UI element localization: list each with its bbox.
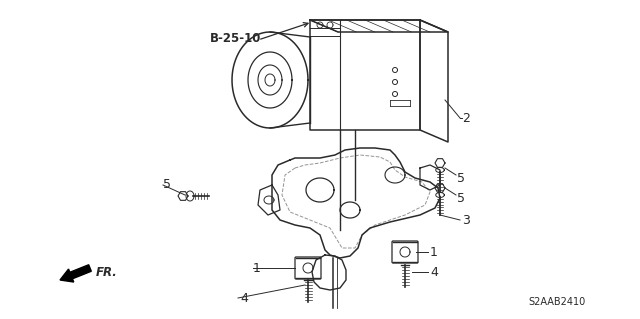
Text: 4: 4 xyxy=(240,292,248,305)
Text: B-25-10: B-25-10 xyxy=(210,32,261,44)
Text: 5: 5 xyxy=(457,172,465,184)
Text: 5: 5 xyxy=(163,179,171,191)
Text: 1: 1 xyxy=(430,246,438,258)
Text: 3: 3 xyxy=(462,213,470,226)
FancyBboxPatch shape xyxy=(392,241,418,263)
Text: 5: 5 xyxy=(457,191,465,204)
Text: FR.: FR. xyxy=(96,265,118,278)
Text: 1: 1 xyxy=(253,262,261,275)
FancyBboxPatch shape xyxy=(295,257,321,279)
FancyArrow shape xyxy=(60,265,92,282)
Text: S2AAB2410: S2AAB2410 xyxy=(528,297,585,307)
Text: 2: 2 xyxy=(462,112,470,124)
Text: 4: 4 xyxy=(430,265,438,278)
